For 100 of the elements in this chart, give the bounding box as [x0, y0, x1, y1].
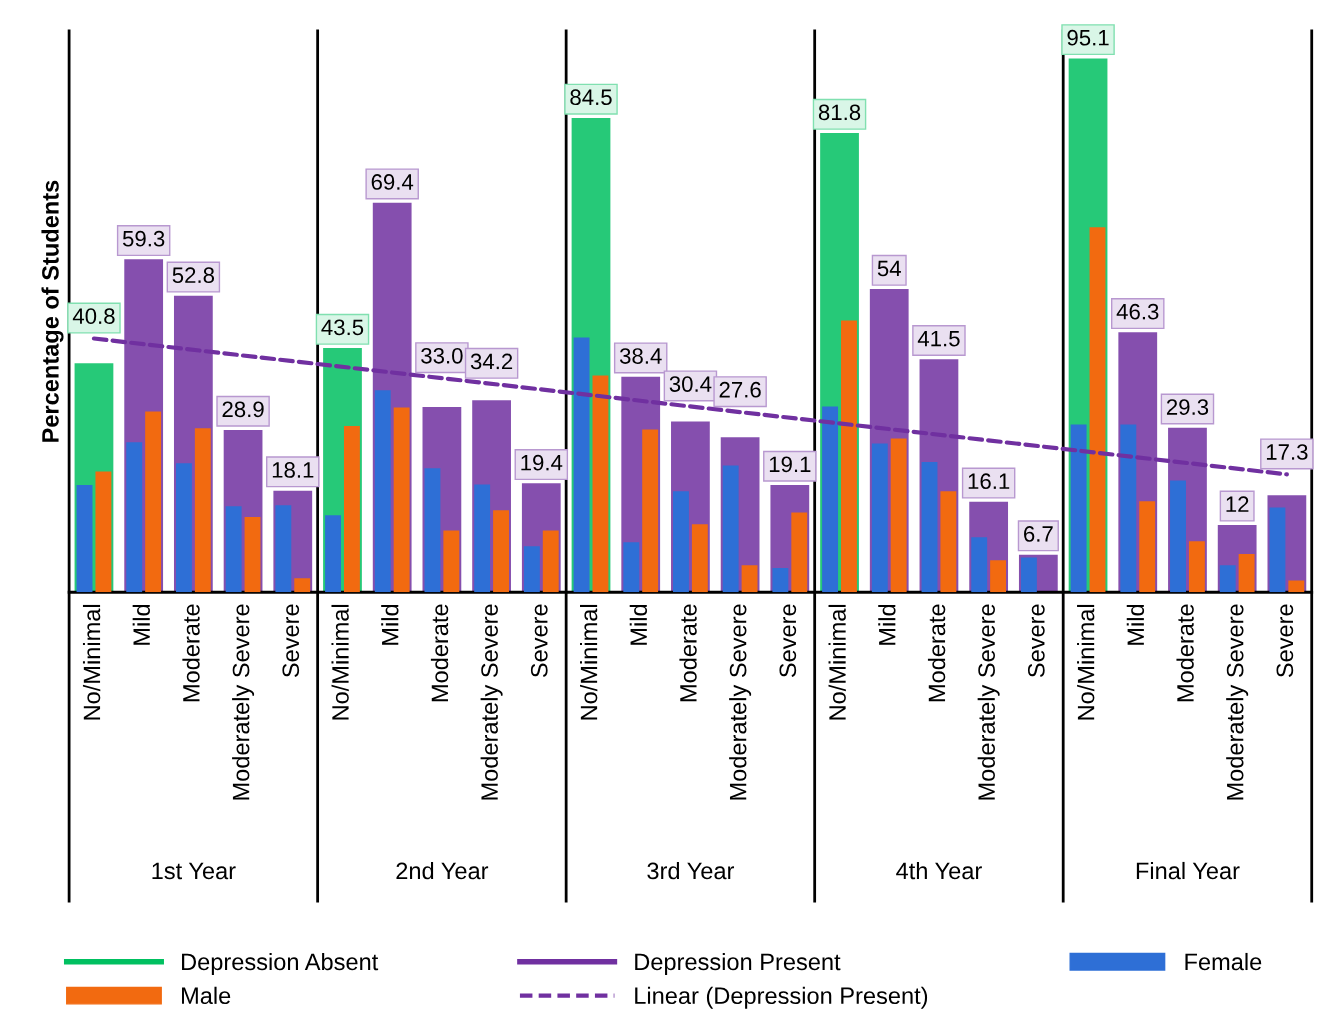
- x-tick-label: Mild: [381, 604, 399, 645]
- bar: [275, 505, 292, 593]
- bar: [474, 484, 491, 593]
- x-tick-label: Moderately Severe: [480, 604, 503, 800]
- data-label: 52.8: [172, 267, 215, 284]
- legend-label: Depression Present: [635, 952, 841, 975]
- bar: [772, 568, 789, 593]
- data-label: 59.3: [122, 230, 165, 247]
- text: 2nd Year: [396, 861, 489, 880]
- bar: [424, 468, 441, 593]
- data-label: 28.9: [222, 401, 264, 418]
- x-tick-label: No/Minimal: [82, 604, 101, 720]
- bar: [940, 491, 957, 593]
- bar: [493, 510, 509, 593]
- y-axis-title: Percentage of Students: [41, 180, 64, 442]
- bar: [573, 337, 590, 593]
- bar: [1120, 424, 1137, 593]
- bar: [921, 462, 938, 593]
- x-tick-label: Moderately Severe: [729, 604, 752, 800]
- legend-label: Depression Absent: [182, 952, 379, 975]
- bar: [1288, 580, 1305, 593]
- x-tick-label: Moderate: [430, 604, 449, 702]
- bar: [194, 428, 211, 593]
- data-label: 29.3: [1166, 399, 1209, 415]
- bar: [1238, 554, 1255, 593]
- bar: [244, 517, 261, 593]
- x-tick-label: Moderate: [679, 604, 697, 702]
- bar: [691, 524, 708, 593]
- x-tick-label: Moderate: [1176, 604, 1194, 702]
- bar: [145, 411, 162, 593]
- bar: [871, 443, 888, 593]
- bar: [443, 530, 460, 593]
- bar: [990, 560, 1007, 593]
- bar: [1170, 480, 1186, 593]
- data-label: 40.8: [72, 308, 115, 325]
- data-label: 41.5: [917, 330, 960, 347]
- data-label: 84.5: [570, 89, 612, 106]
- x-tick-label: Severe: [282, 604, 300, 678]
- x-tick-label: No/Minimal: [828, 604, 846, 720]
- x-tick-label: Mild: [878, 604, 896, 645]
- bar: [1070, 424, 1087, 593]
- legend-label: Female: [1185, 952, 1262, 971]
- bar: [325, 515, 341, 593]
- bar: [294, 578, 311, 593]
- text: 1st Year: [152, 862, 236, 880]
- x-tick-label: Moderate: [182, 604, 200, 702]
- data-label: 34.2: [470, 353, 513, 370]
- x-tick-label: Moderately Severe: [977, 604, 1000, 800]
- data-label: 30.4: [669, 376, 712, 392]
- text: 4th Year: [896, 861, 982, 880]
- bar: [1219, 565, 1236, 593]
- bar: [393, 407, 410, 593]
- bar: [623, 542, 640, 593]
- data-label: 27.6: [719, 381, 761, 398]
- data-label: 95.1: [1067, 29, 1109, 46]
- data-label: 16.1: [968, 473, 1010, 490]
- bar: [890, 438, 907, 593]
- bar: [1139, 501, 1156, 593]
- bar: [673, 491, 689, 593]
- x-tick-label: Severe: [1276, 604, 1294, 678]
- data-label: 69.4: [371, 174, 414, 190]
- bar: [642, 429, 659, 593]
- legend-label: Linear (Depression Present): [635, 986, 928, 1009]
- data-label: 17.3: [1266, 444, 1308, 460]
- data-label: 6.7: [1024, 526, 1053, 542]
- bar: [95, 471, 112, 593]
- bar: [1188, 541, 1205, 593]
- data-label: 46.3: [1116, 303, 1159, 320]
- data-label: 38.4: [619, 348, 662, 364]
- bar: [343, 426, 360, 593]
- bar: [225, 506, 242, 593]
- data-label: 33.0: [421, 347, 463, 364]
- x-tick-label: Mild: [1126, 604, 1145, 645]
- x-tick-label: Moderate: [927, 604, 946, 702]
- bar: [523, 546, 540, 593]
- bar: [841, 320, 857, 593]
- x-tick-label: Mild: [132, 604, 150, 645]
- x-tick-label: Severe: [779, 604, 797, 678]
- x-tick-label: Moderately Severe: [1226, 604, 1249, 800]
- data-label: 12: [1226, 496, 1249, 512]
- x-tick-label: No/Minimal: [1077, 604, 1095, 720]
- bar: [741, 565, 758, 593]
- bar: [76, 485, 93, 593]
- bar: [1269, 507, 1286, 593]
- bar: [592, 375, 609, 593]
- bar: [722, 465, 739, 593]
- legend-label: Male: [182, 986, 231, 1005]
- x-tick-label: No/Minimal: [331, 604, 349, 720]
- bar: [542, 530, 559, 593]
- x-tick-label: Severe: [1027, 604, 1045, 678]
- bar: [374, 390, 391, 593]
- bar: [1089, 227, 1106, 593]
- data-label: 18.1: [272, 462, 314, 478]
- x-tick-label: No/Minimal: [580, 604, 598, 720]
- data-label: 54: [877, 260, 901, 277]
- bar: [175, 463, 192, 593]
- bar: [1020, 557, 1037, 593]
- x-tick-label: Severe: [530, 604, 548, 678]
- data-label: 19.1: [769, 456, 811, 473]
- data-label: 43.5: [321, 319, 364, 336]
